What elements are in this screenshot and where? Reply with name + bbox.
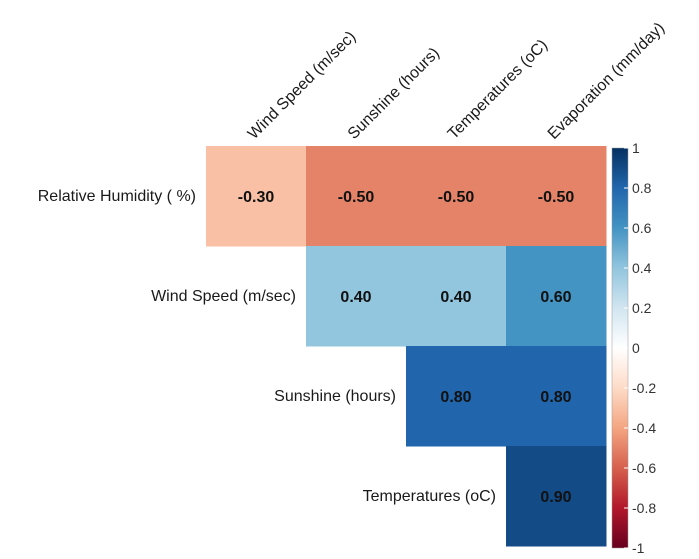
row-label: Wind Speed (m/sec) [151,288,296,305]
colorbar-tick-label: 0.2 [632,300,652,316]
row-labels: Relative Humidity ( %) Wind Speed (m/sec)… [38,188,496,505]
heatmap-cell [506,146,607,247]
heatmap-cell [506,246,607,347]
colorbar: 1 0.8 0.6 0.4 0.2 0 -0.2 -0.4 -0.6 -0.8 -1 [611,140,656,556]
heatmap-cell [206,146,307,247]
heatmap-cell [306,146,407,247]
column-label: Evaporation (mm/day) [545,20,668,143]
colorbar-tick-label: 0.8 [632,180,652,196]
cell-value-label: 0.90 [540,489,571,506]
cell-value-label: 0.60 [540,289,571,306]
cell-value-label: -0.50 [438,189,475,206]
colorbar-tick-label: 0 [632,340,640,356]
heatmap-cell-labels: -0.30 -0.50 -0.50 -0.50 0.40 0.40 0.60 0.80 0.80… [238,189,575,506]
colorbar-tick-label: 0.4 [632,260,652,276]
column-label: Temperatures (oC) [445,36,551,142]
heatmap-cell [506,446,607,547]
colorbar-tick-label: 0.6 [632,220,652,236]
column-labels: Wind Speed (m/sec)Sunshine (hours) Temper… [245,20,668,143]
cell-value-label: 0.40 [440,289,471,306]
colorbar-tick-label: -0.4 [632,420,656,436]
heatmap-cell [306,246,407,347]
cell-value-label: 0.80 [540,389,571,406]
heatmap-cell [406,346,507,447]
row-label: Temperatures (oC) [363,488,496,505]
colorbar-tick-label: -1 [632,540,645,556]
heatmap-cell [406,246,507,347]
column-label: Wind Speed (m/sec) [245,28,360,143]
colorbar-tick-label: -0.2 [632,380,656,396]
column-label: Sunshine (hours) [345,45,443,143]
cell-value-label: -0.50 [338,189,375,206]
cell-value-label: 0.80 [440,389,471,406]
row-label: Relative Humidity ( %) [38,188,196,205]
colorbar-tick-label: -0.8 [632,500,656,516]
colorbar-tick-label: -0.6 [632,460,656,476]
heatmap-cells [206,146,607,547]
colorbar-tick-label: 1 [632,140,640,156]
heatmap-cell [506,346,607,447]
cell-value-label: -0.50 [538,189,575,206]
heatmap-cell [406,146,507,247]
cell-value-label: -0.30 [238,189,275,206]
cell-value-label: 0.40 [340,289,371,306]
row-label: Sunshine (hours) [274,388,396,405]
